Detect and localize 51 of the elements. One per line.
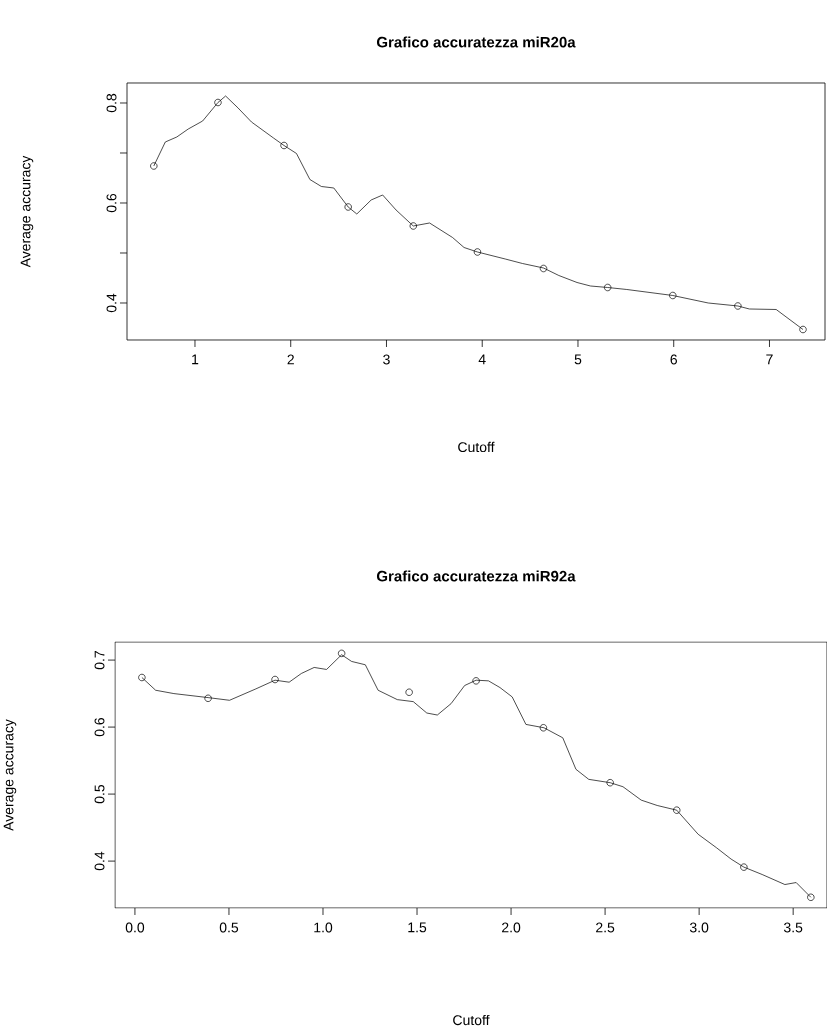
x-tick-label: 7 [766,354,773,365]
x-axis-title: Cutoff [453,1014,490,1026]
point [150,162,158,170]
point [280,141,288,150]
y-tick-label: 0.5 [94,784,105,804]
x-tick-label: 2 [287,354,294,365]
point [405,688,413,696]
x-tick-label: 1 [192,354,199,365]
point [740,863,748,871]
point [539,264,548,273]
y-axis-title: Average accuracy [3,719,17,831]
point [472,677,480,685]
point [799,325,807,334]
point [539,724,548,732]
point [673,806,681,814]
point [138,673,146,682]
x-tick-label: 3.5 [783,922,803,933]
x-axis-title: Cutoff [458,441,495,453]
y-tick-label: 0.6 [106,193,117,213]
y-tick-label: 0.7 [94,651,105,670]
x-tick-label: 5 [574,354,582,365]
x-tick-label: 6 [670,354,677,365]
y-tick-label: 0.8 [106,93,117,113]
x-tick-label: 0.5 [219,922,239,933]
chart-title: Grafico accuratezza miR92a [376,570,576,582]
point [271,675,279,684]
y-tick-label: 0.4 [106,293,117,313]
point [214,98,222,107]
x-tick-label: 1.5 [408,922,427,933]
y-tick-label: 0.6 [94,717,105,737]
point [734,302,742,310]
x-tick-label: 3 [383,354,390,365]
point [606,779,614,787]
x-tick-label: 4 [478,354,486,365]
point [473,248,482,256]
chart-title: Grafico accuratezza miR20a [376,36,576,48]
y-axis-title: Average accuracy [20,155,34,268]
line-series [153,95,804,330]
x-tick-label: 0.0 [125,922,145,933]
point [409,222,417,230]
point [807,893,815,901]
x-tick-label: 2.5 [596,922,615,933]
point [669,291,677,300]
x-tick-label: 3.0 [689,922,709,933]
point [337,649,346,658]
y-tick-label: 0.4 [94,851,105,871]
point [204,694,212,702]
point [344,203,352,211]
point [604,283,612,292]
x-tick-label: 1.0 [314,922,333,933]
x-tick-label: 2.0 [502,922,521,933]
